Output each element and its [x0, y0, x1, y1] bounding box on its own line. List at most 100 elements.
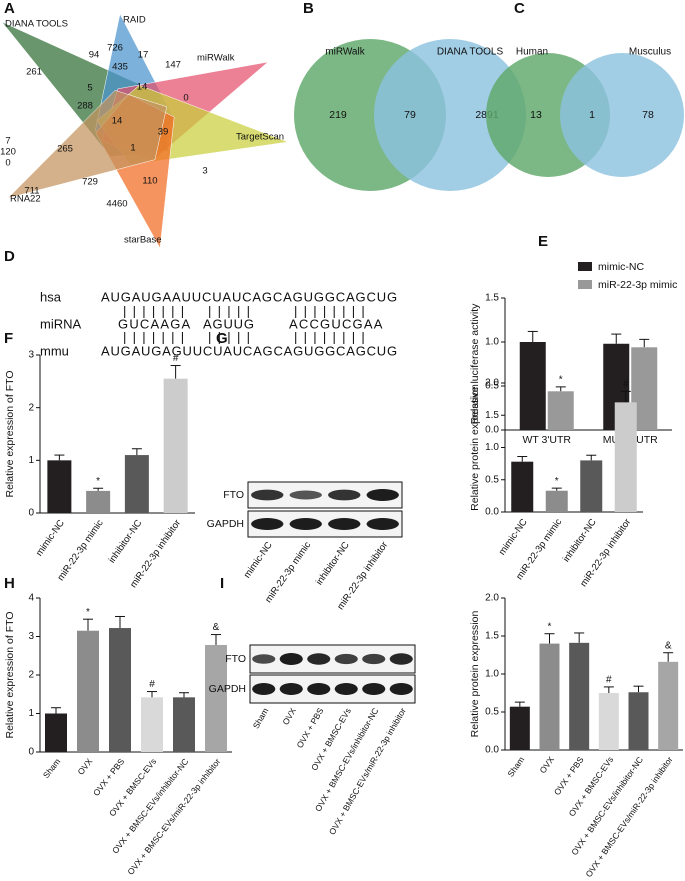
- region-count: 7: [5, 136, 10, 147]
- set-name: Human: [516, 47, 548, 58]
- bar: [47, 460, 72, 513]
- row-name: miRNA: [40, 316, 81, 331]
- y-tick-label: 1.5: [485, 631, 499, 642]
- significance-mark: #: [149, 679, 155, 690]
- region-count: 5: [87, 83, 92, 94]
- region-count: 110: [142, 176, 157, 187]
- bar: [77, 630, 99, 752]
- blot-band: [251, 489, 284, 501]
- panel-label: C: [514, 0, 525, 17]
- legend-swatch: [578, 280, 592, 289]
- panel-label: H: [4, 575, 15, 592]
- bar: [614, 402, 637, 512]
- blot-band: [366, 518, 399, 530]
- set-name: starBase: [124, 235, 162, 246]
- x-tick-label: inhibitor-NC: [561, 517, 599, 565]
- sequence: AUGAUGAAUUCUAUCAGCAGUGGCAGCUG: [101, 289, 397, 304]
- region-count: 17: [138, 50, 149, 61]
- significance-mark: &: [665, 640, 672, 651]
- y-tick-label: 1.5: [485, 410, 499, 421]
- bar: [545, 490, 568, 512]
- y-tick-label: 3: [28, 631, 34, 642]
- y-tick-label: 1.0: [485, 669, 499, 680]
- region-count: 3: [202, 166, 207, 177]
- region-count: 435: [112, 62, 128, 73]
- region-count: 0: [5, 158, 10, 169]
- bar: [658, 661, 679, 750]
- y-tick-label: 0.5: [485, 707, 499, 718]
- blot-band: [389, 683, 413, 695]
- set-name: RAID: [123, 15, 146, 26]
- y-axis-label: Relative protein expression: [469, 611, 481, 738]
- x-tick-label: Sham: [41, 756, 63, 780]
- bar: [163, 378, 188, 513]
- panel-label: G: [216, 330, 228, 347]
- set-name: Musculus: [629, 47, 671, 58]
- blot-frame: [249, 644, 416, 674]
- region-count: 79: [404, 109, 416, 121]
- region-count: 14: [137, 82, 148, 93]
- y-tick-label: 2.0: [485, 593, 499, 604]
- region-count: 265: [57, 144, 73, 155]
- bar: [173, 697, 195, 752]
- blot-frame: [247, 510, 403, 538]
- row-name: mmu: [40, 343, 69, 358]
- region-count: 711: [24, 186, 39, 197]
- panel-label: A: [4, 0, 15, 17]
- blot-band: [251, 518, 284, 530]
- bar: [519, 342, 546, 430]
- sequence: AUGAUGAGUUCUAUCAGCAGUGGCAGCUG: [101, 343, 397, 358]
- blot-band: [289, 518, 322, 530]
- pairing: ||||||||: [294, 329, 365, 344]
- x-tick-label: WT 3'UTR: [523, 434, 572, 446]
- significance-mark: #: [623, 379, 629, 390]
- blot-label: FTO: [223, 489, 244, 501]
- panel-label: I: [220, 575, 224, 592]
- y-tick-label: 1.0: [485, 337, 499, 348]
- y-tick-label: 4: [28, 593, 34, 604]
- region-count: 39: [158, 127, 169, 138]
- panel-label: E: [538, 233, 548, 250]
- blot-frame: [249, 674, 416, 704]
- bar: [547, 391, 574, 430]
- region-count: 147: [165, 60, 181, 71]
- bar: [598, 693, 619, 750]
- panel-label: B: [303, 0, 314, 17]
- blot-band: [289, 490, 322, 500]
- region-count: 729: [82, 177, 98, 188]
- significance-mark: *: [86, 607, 90, 618]
- set-name: TargetScan: [236, 132, 284, 143]
- region-count: 219: [329, 109, 347, 121]
- blot-band: [307, 653, 331, 665]
- legend-swatch: [578, 262, 592, 271]
- region-count: 726: [107, 43, 123, 54]
- blot-band: [334, 653, 358, 665]
- blot-band: [328, 518, 361, 530]
- y-tick-label: 0.0: [485, 507, 499, 518]
- blot-band: [252, 654, 276, 664]
- row-name: hsa: [40, 289, 62, 304]
- x-tick-label: mimic-NC: [242, 540, 275, 581]
- significance-mark: #: [173, 353, 179, 364]
- y-tick-label: 2: [28, 670, 34, 681]
- legend-label: miR-22-3p mimic: [598, 279, 677, 291]
- bar: [628, 692, 649, 750]
- y-tick-label: 1: [28, 455, 34, 466]
- set-name: DIANA TOOLS: [5, 19, 68, 30]
- legend-label: mimic-NC: [598, 261, 644, 273]
- set-circle: [374, 39, 526, 191]
- bar: [509, 706, 530, 750]
- x-tick-label: Sham: [505, 755, 526, 779]
- x-tick-label: OVX: [280, 706, 298, 727]
- blot-band: [328, 489, 361, 501]
- y-tick-label: 2.0: [485, 378, 499, 389]
- bar: [511, 461, 534, 512]
- set-circle: [560, 53, 684, 177]
- blot-band: [389, 653, 413, 665]
- x-tick-label: inhibitor-NC: [314, 540, 352, 588]
- y-tick-label: 0: [28, 747, 34, 758]
- pairing: |||||: [208, 329, 250, 344]
- blot-band: [279, 683, 303, 695]
- significance-mark: &: [213, 622, 220, 633]
- blot-band: [362, 653, 386, 665]
